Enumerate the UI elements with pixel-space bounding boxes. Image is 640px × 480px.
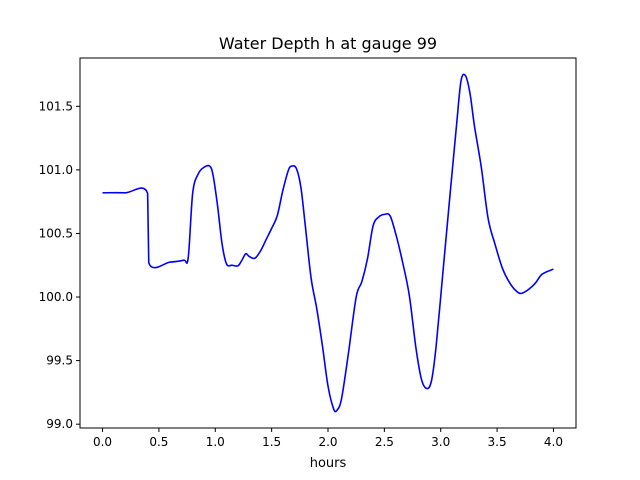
y-tick-label: 100.5 [39,226,73,240]
x-tick-label: 2.5 [375,435,394,449]
x-tick-label: 4.0 [544,435,563,449]
y-tick-label: 99.5 [46,354,73,368]
chart-title: Water Depth h at gauge 99 [219,34,437,53]
x-axis-label: hours [310,456,347,471]
x-tick-label: 3.0 [431,435,450,449]
x-tick-label: 0.5 [149,435,168,449]
x-tick-label: 1.5 [262,435,281,449]
y-tick-label: 101.5 [39,99,73,113]
axis-ticks: 0.0 0.5 1.0 1.5 2.0 2.5 3.0 3.5 4.0 99.0 99.5 100.0… [39,99,563,449]
series-layer [102,73,554,413]
y-tick-label: 99.0 [46,417,73,431]
y-tick-label: 100.0 [39,290,73,304]
x-tick-label: 2.0 [318,435,337,449]
y-tick-label: 101.0 [39,163,73,177]
series-line [102,73,554,413]
x-tick-label: 3.5 [488,435,507,449]
x-tick-label: 1.0 [206,435,225,449]
plot-frame [79,57,577,429]
x-tick-label: 0.0 [93,435,112,449]
